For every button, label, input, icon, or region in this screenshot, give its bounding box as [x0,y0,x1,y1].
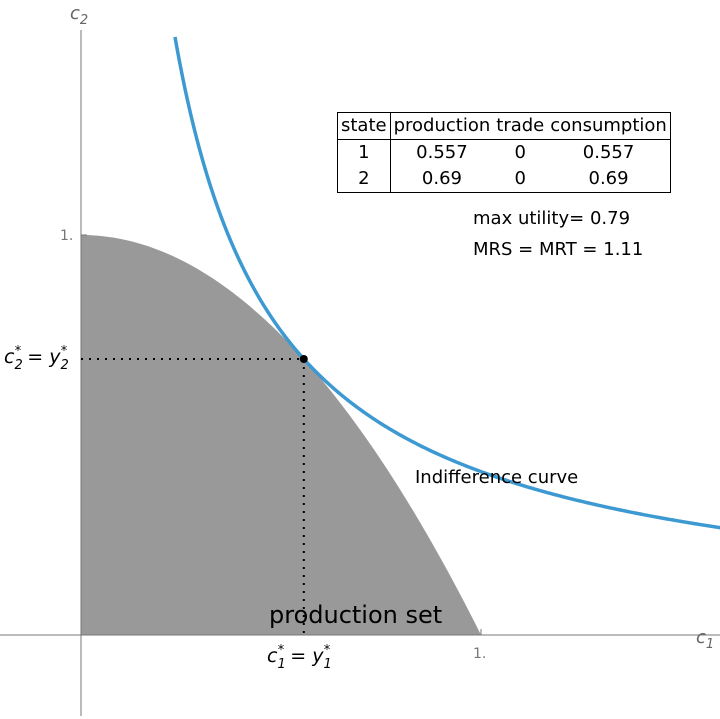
optimum-y-label: c2* = y2* [4,344,69,373]
max-utility-value: 0.79 [589,208,631,229]
table-header: trade [493,112,548,140]
table-cell: 0.69 [421,168,462,189]
max-utility-annotation: max utility= 0.79 [473,208,631,229]
table-header: production [390,112,494,140]
table-header: state [337,112,391,140]
x-tick-label: 1. [473,646,486,662]
mrs-value: 1.11 [603,239,644,260]
indifference-curve [173,36,720,530]
table-cell: 2 [337,166,391,193]
optimum-x-label: c1* = y1* [267,643,332,672]
table-cell: 0.557 [582,142,635,163]
mrs-annotation: MRS = MRT = 1.11 [473,239,643,260]
table-cell: 1 [337,139,391,166]
max-utility-label: max utility [473,208,570,229]
table-header: consumption [547,112,671,140]
table-cell: 0 [514,142,526,163]
table-row: 2 0.69 0 0.69 [337,166,671,193]
x-axis-label: c1 [696,627,714,652]
indifference-curve-label: Indifference curve [415,467,578,488]
production-set-label: production set [269,601,442,629]
mrs-label: MRS = MRT = [473,239,598,260]
y-axis-label: c2 [70,3,88,28]
table-row: 1 0.557 0 0.557 [337,139,671,166]
optimum-point [299,355,308,363]
table-cell: 0 [514,168,526,189]
table-cell: 0.69 [588,168,629,189]
table-header-row: state production trade consumption [337,112,671,140]
production-set-region [81,235,481,635]
table-cell: 0.557 [416,142,468,163]
state-table: state production trade consumption 1 0.5… [337,112,671,193]
y-tick-label: 1. [60,228,73,244]
